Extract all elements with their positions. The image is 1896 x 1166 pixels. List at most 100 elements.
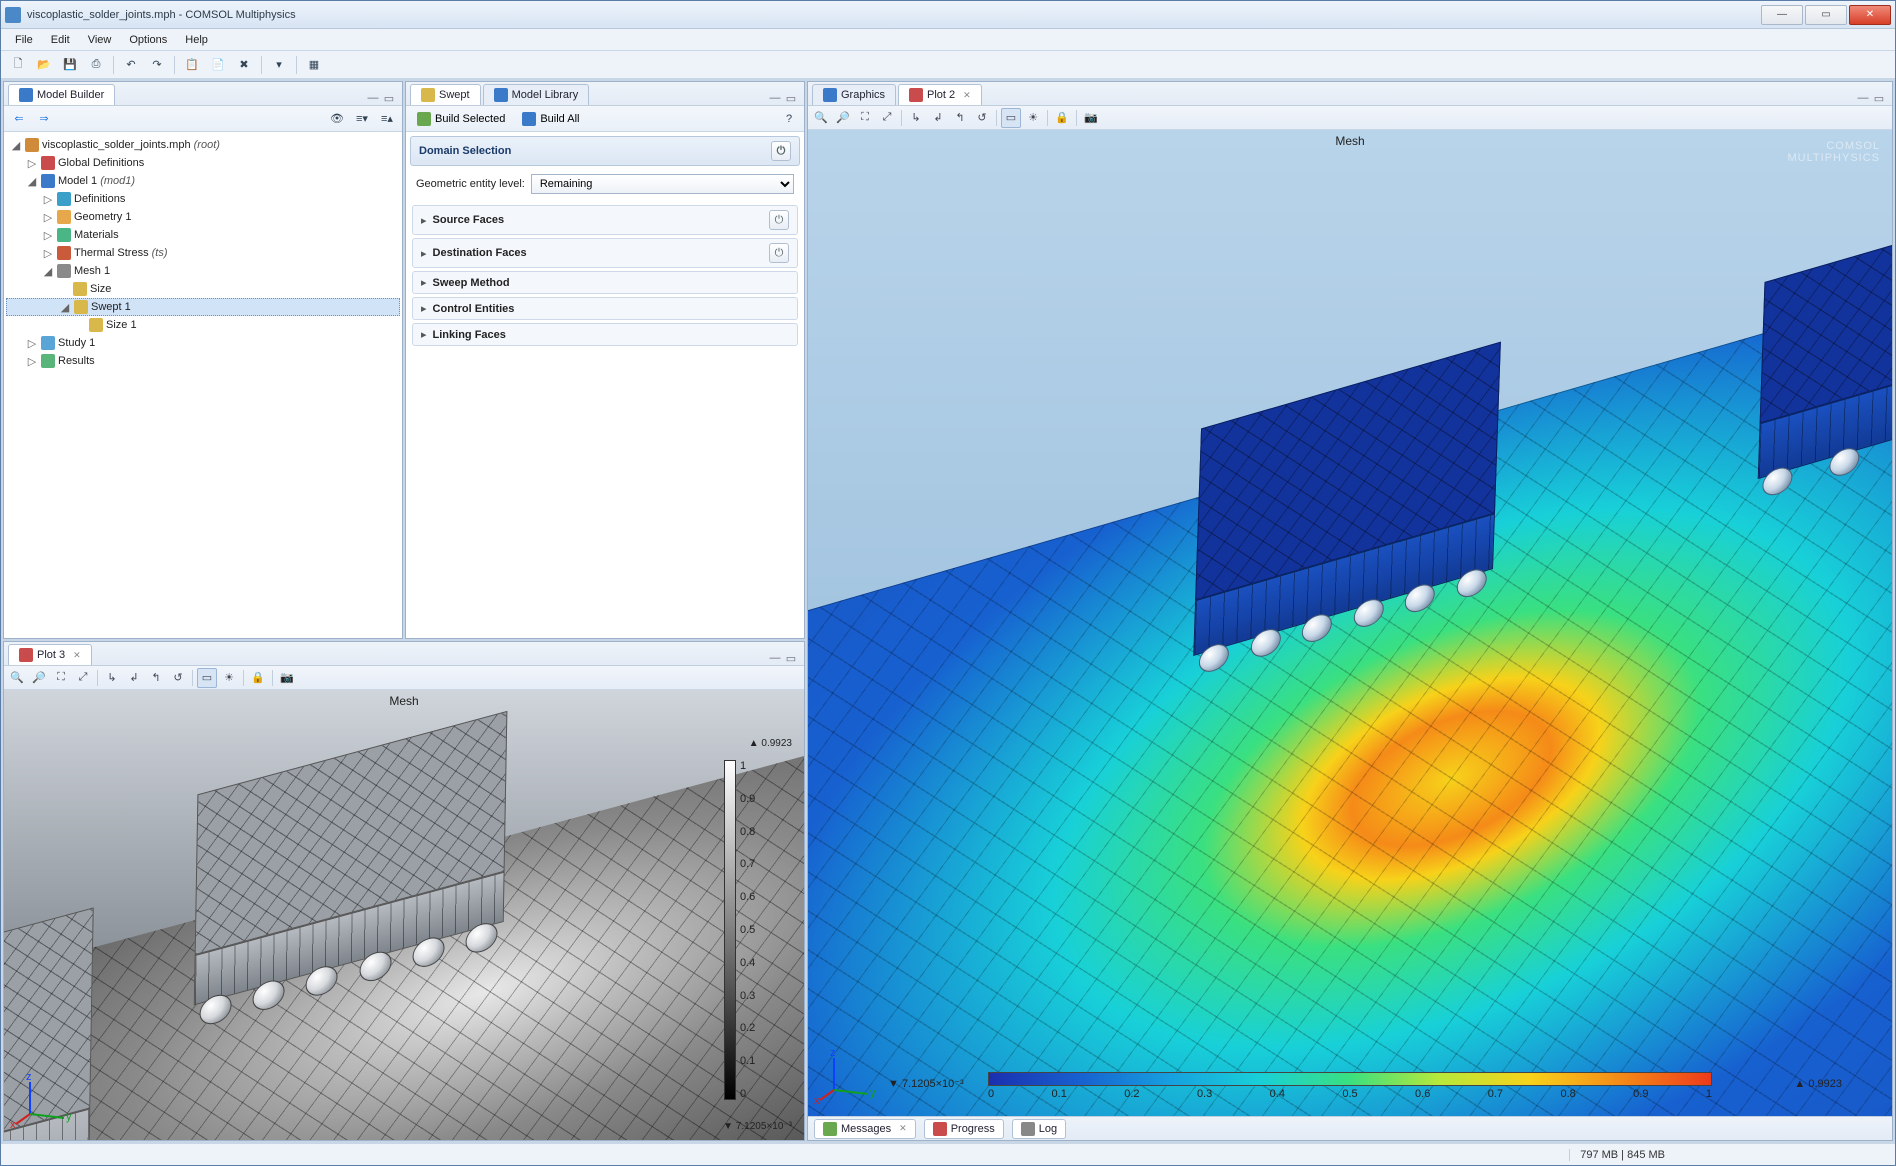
app-window: viscoplastic_solder_joints.mph - COMSOL …: [0, 0, 1896, 1166]
save-button[interactable]: 💾: [59, 54, 81, 76]
tab-messages[interactable]: Messages✕: [814, 1119, 916, 1139]
zoom-in-icon[interactable]: 🔍: [811, 108, 831, 128]
xz-view-icon[interactable]: ↰: [950, 108, 970, 128]
select-icon[interactable]: ▭: [197, 668, 217, 688]
close-button[interactable]: ✕: [1849, 5, 1891, 25]
minimize-button[interactable]: —: [1761, 5, 1803, 25]
zoom-out-icon[interactable]: 🔎: [29, 668, 49, 688]
minimize-panel-icon[interactable]: —: [1856, 91, 1870, 105]
tab-plot2[interactable]: Plot 2 ✕: [898, 84, 982, 105]
section-source-faces[interactable]: ▸Source Faces⏻: [412, 205, 798, 235]
zoom-in-icon[interactable]: 🔍: [7, 668, 27, 688]
help-button[interactable]: ?: [778, 108, 800, 130]
tab-graphics[interactable]: Graphics: [812, 84, 896, 105]
xy-view-icon[interactable]: ↳: [102, 668, 122, 688]
build-all-button[interactable]: Build All: [515, 109, 586, 129]
entity-level-select[interactable]: Remaining: [531, 174, 794, 194]
paste-button[interactable]: 📄: [207, 54, 229, 76]
zoom-extents-icon[interactable]: ⤢: [73, 668, 93, 688]
print-button[interactable]: ⎙: [85, 54, 107, 76]
scene-light-icon[interactable]: ☀: [1023, 108, 1043, 128]
tab-plot3[interactable]: Plot 3 ✕: [8, 644, 92, 665]
redo-button[interactable]: ↷: [146, 54, 168, 76]
colorbar-max: ▲ 0.9923: [1794, 1078, 1842, 1090]
maximize-panel-icon[interactable]: ▭: [784, 91, 798, 105]
snapshot-icon[interactable]: 📷: [277, 668, 297, 688]
section-sweep-method[interactable]: ▸Sweep Method: [412, 271, 798, 294]
colorbar-max: ▲ 0.9923: [749, 738, 792, 749]
snapshot-icon[interactable]: 📷: [1081, 108, 1101, 128]
model-tree[interactable]: ◢viscoplastic_solder_joints.mph (root) ▷…: [4, 132, 402, 638]
section-linking-faces[interactable]: ▸Linking Faces: [412, 323, 798, 346]
maximize-button[interactable]: ▭: [1805, 5, 1847, 25]
expand-button[interactable]: ≡▴: [376, 108, 398, 130]
select-icon[interactable]: ▭: [1001, 108, 1021, 128]
model-builder-toolbar: ⇐ ⇒ 👁 ≡▾ ≡▴: [4, 106, 402, 132]
svg-text:z: z: [26, 1071, 32, 1083]
plot3-panel: Plot 3 ✕ —▭ 🔍 🔎 ⛶ ⤢ ↳ ↲ ↰ ↺ ▭ ☀ �: [3, 641, 805, 1141]
model-wizard-button[interactable]: ▾: [268, 54, 290, 76]
zoom-box-icon[interactable]: ⛶: [855, 108, 875, 128]
menu-file[interactable]: File: [7, 32, 41, 48]
maximize-panel-icon[interactable]: ▭: [1872, 91, 1886, 105]
menu-options[interactable]: Options: [121, 32, 175, 48]
build-all-icon: [522, 112, 536, 126]
undo-button[interactable]: ↶: [120, 54, 142, 76]
forward-button[interactable]: ⇒: [33, 108, 55, 130]
lock-icon[interactable]: 🔒: [1052, 108, 1072, 128]
tab-log[interactable]: Log: [1012, 1119, 1066, 1139]
power-icon[interactable]: ⏻: [769, 210, 789, 230]
delete-button[interactable]: ✖: [233, 54, 255, 76]
close-tab-icon[interactable]: ✕: [963, 90, 971, 101]
memory-status: 797 MB | 845 MB: [1569, 1149, 1675, 1161]
new-button[interactable]: 🗋: [7, 54, 29, 76]
back-button[interactable]: ⇐: [8, 108, 30, 130]
tab-model-builder[interactable]: Model Builder: [8, 84, 115, 105]
xy-view-icon[interactable]: ↳: [906, 108, 926, 128]
collapse-button[interactable]: ≡▾: [351, 108, 373, 130]
plot3-viewport[interactable]: Mesh z y x: [4, 690, 804, 1140]
tab-model-library[interactable]: Model Library: [483, 84, 590, 105]
zoom-extents-icon[interactable]: ⤢: [877, 108, 897, 128]
close-tab-icon[interactable]: ✕: [899, 1123, 907, 1134]
yz-view-icon[interactable]: ↲: [928, 108, 948, 128]
desktop-layout-button[interactable]: ▦: [303, 54, 325, 76]
axis-gizmo: z y x: [20, 1074, 70, 1124]
default-view-icon[interactable]: ↺: [168, 668, 188, 688]
show-button[interactable]: 👁: [326, 108, 348, 130]
zoom-out-icon[interactable]: 🔎: [833, 108, 853, 128]
entity-level-label: Geometric entity level:: [416, 178, 525, 190]
close-tab-icon[interactable]: ✕: [73, 650, 81, 661]
copy-button[interactable]: 📋: [181, 54, 203, 76]
tab-progress[interactable]: Progress: [924, 1119, 1004, 1139]
xz-view-icon[interactable]: ↰: [146, 668, 166, 688]
plot3-toolbar: 🔍 🔎 ⛶ ⤢ ↳ ↲ ↰ ↺ ▭ ☀ 🔒 📷: [4, 666, 804, 690]
minimize-panel-icon[interactable]: —: [768, 91, 782, 105]
titlebar: viscoplastic_solder_joints.mph - COMSOL …: [1, 1, 1895, 29]
menu-edit[interactable]: Edit: [43, 32, 78, 48]
maximize-panel-icon[interactable]: ▭: [382, 91, 396, 105]
lock-icon[interactable]: 🔒: [248, 668, 268, 688]
menu-help[interactable]: Help: [177, 32, 216, 48]
minimize-panel-icon[interactable]: —: [768, 651, 782, 665]
open-button[interactable]: 📂: [33, 54, 55, 76]
minimize-panel-icon[interactable]: —: [366, 91, 380, 105]
tree-node-swept1[interactable]: ◢Swept 1: [6, 298, 400, 316]
svg-text:y: y: [66, 1111, 72, 1123]
tab-swept[interactable]: Swept: [410, 84, 481, 105]
build-selected-button[interactable]: Build Selected: [410, 109, 512, 129]
button-label: Build All: [540, 113, 579, 125]
power-icon[interactable]: ⏻: [769, 243, 789, 263]
menu-view[interactable]: View: [80, 32, 120, 48]
section-destination-faces[interactable]: ▸Destination Faces⏻: [412, 238, 798, 268]
maximize-panel-icon[interactable]: ▭: [784, 651, 798, 665]
workspace: Model Builder — ▭ ⇐ ⇒ 👁 ≡▾ ≡▴ ◢viscoplas…: [1, 79, 1895, 1143]
graphics-viewport[interactable]: Mesh COMSOLMULTIPHYSICS: [808, 130, 1892, 1116]
yz-view-icon[interactable]: ↲: [124, 668, 144, 688]
section-control-entities[interactable]: ▸Control Entities: [412, 297, 798, 320]
scene-light-icon[interactable]: ☀: [219, 668, 239, 688]
default-view-icon[interactable]: ↺: [972, 108, 992, 128]
power-icon[interactable]: ⏻: [771, 141, 791, 161]
zoom-box-icon[interactable]: ⛶: [51, 668, 71, 688]
domain-selection-header[interactable]: Domain Selection ⏻: [410, 136, 800, 166]
